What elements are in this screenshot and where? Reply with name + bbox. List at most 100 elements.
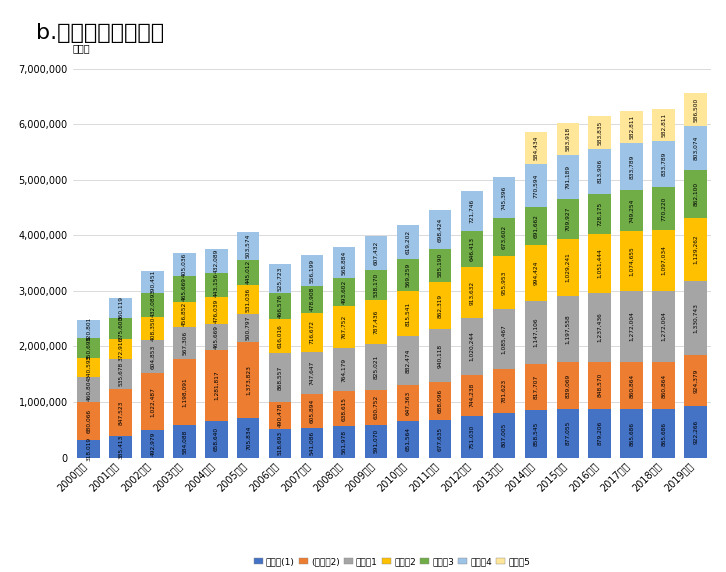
Text: 1,330,743: 1,330,743 xyxy=(693,303,698,333)
Bar xyxy=(525,164,547,207)
Text: 691,662: 691,662 xyxy=(534,214,538,238)
Bar xyxy=(653,291,674,362)
Bar xyxy=(461,318,483,375)
Bar xyxy=(78,376,99,402)
Text: 860,864: 860,864 xyxy=(661,374,666,398)
Text: 405,036: 405,036 xyxy=(182,252,187,277)
Bar xyxy=(621,291,643,362)
Text: 1,129,262: 1,129,262 xyxy=(693,235,698,264)
Text: 1,085,467: 1,085,467 xyxy=(502,324,506,354)
Bar xyxy=(365,236,387,270)
Bar xyxy=(237,342,259,418)
Bar xyxy=(237,314,259,342)
Text: 445,012: 445,012 xyxy=(246,260,250,284)
Text: 879,206: 879,206 xyxy=(597,421,602,445)
Bar xyxy=(589,194,611,235)
Bar xyxy=(525,364,547,410)
Bar xyxy=(493,256,515,309)
Bar xyxy=(429,281,451,329)
Text: 490,478: 490,478 xyxy=(278,403,282,427)
Text: 583,835: 583,835 xyxy=(597,120,602,145)
Bar xyxy=(174,425,195,458)
Bar xyxy=(653,109,674,141)
Text: 807,005: 807,005 xyxy=(502,423,506,447)
Text: 862,319: 862,319 xyxy=(438,293,442,317)
Bar xyxy=(365,390,387,425)
Text: 460,804: 460,804 xyxy=(86,377,91,402)
Bar xyxy=(493,219,515,256)
Text: 865,686: 865,686 xyxy=(629,422,634,446)
Bar xyxy=(142,317,163,340)
Bar xyxy=(621,144,643,190)
Bar xyxy=(269,402,291,429)
Bar xyxy=(557,239,579,296)
Text: 541,086: 541,086 xyxy=(310,431,314,455)
Text: 1,373,823: 1,373,823 xyxy=(246,366,250,395)
Bar xyxy=(589,149,611,194)
Bar xyxy=(685,281,706,355)
Text: 556,199: 556,199 xyxy=(310,259,314,283)
Text: 1,237,436: 1,237,436 xyxy=(597,312,602,342)
Bar xyxy=(237,285,259,314)
Text: 751,030: 751,030 xyxy=(470,424,474,449)
Text: 673,602: 673,602 xyxy=(502,225,506,249)
Bar xyxy=(174,327,195,359)
Text: 940,118: 940,118 xyxy=(438,344,442,368)
Text: 538,170: 538,170 xyxy=(374,273,378,297)
Text: 716,672: 716,672 xyxy=(310,320,314,344)
Bar xyxy=(685,406,706,458)
Bar xyxy=(525,132,547,164)
Bar xyxy=(205,324,227,349)
Bar xyxy=(653,230,674,291)
Bar xyxy=(333,391,355,426)
Text: 813,906: 813,906 xyxy=(597,159,602,184)
Bar xyxy=(525,245,547,301)
Text: 817,707: 817,707 xyxy=(534,375,538,399)
Bar xyxy=(110,389,131,436)
Text: 847,523: 847,523 xyxy=(118,400,123,425)
Text: b.　第１号被保険者: b. 第１号被保険者 xyxy=(36,23,164,43)
Bar xyxy=(429,249,451,281)
Text: 833,789: 833,789 xyxy=(629,154,634,178)
Text: 478,908: 478,908 xyxy=(310,287,314,311)
Text: 582,811: 582,811 xyxy=(661,113,666,137)
Text: 646,413: 646,413 xyxy=(470,237,474,261)
Bar xyxy=(142,430,163,458)
Bar xyxy=(205,273,227,297)
Bar xyxy=(557,409,579,458)
Text: 860,864: 860,864 xyxy=(629,374,634,398)
Text: 677,635: 677,635 xyxy=(438,427,442,451)
Bar xyxy=(110,317,131,339)
Bar xyxy=(301,394,323,427)
Text: 340,593: 340,593 xyxy=(86,355,91,379)
Bar xyxy=(333,306,355,348)
Bar xyxy=(78,440,99,458)
Text: 745,396: 745,396 xyxy=(502,186,506,210)
Text: 525,723: 525,723 xyxy=(278,267,282,291)
Bar xyxy=(110,359,131,389)
Text: 825,021: 825,021 xyxy=(374,355,378,379)
Text: 465,669: 465,669 xyxy=(182,277,187,301)
Bar xyxy=(429,382,451,420)
Bar xyxy=(174,253,195,276)
Text: 375,600: 375,600 xyxy=(118,316,123,340)
Text: （人）: （人） xyxy=(73,43,90,53)
Bar xyxy=(205,297,227,324)
Bar xyxy=(461,267,483,318)
Text: 764,179: 764,179 xyxy=(342,358,346,382)
Text: 320,801: 320,801 xyxy=(86,317,91,341)
Bar xyxy=(653,410,674,458)
Text: 781,623: 781,623 xyxy=(502,379,506,403)
Bar xyxy=(589,409,611,458)
Bar xyxy=(269,319,291,353)
Bar xyxy=(110,436,131,458)
Bar xyxy=(621,190,643,231)
Text: 518,693: 518,693 xyxy=(278,431,282,455)
Text: 1,198,091: 1,198,091 xyxy=(182,377,187,407)
Text: 1,097,034: 1,097,034 xyxy=(661,245,666,276)
Bar xyxy=(557,155,579,199)
Text: 531,036: 531,036 xyxy=(246,287,250,312)
Bar xyxy=(142,340,163,374)
Text: 868,557: 868,557 xyxy=(278,366,282,390)
Bar xyxy=(365,300,387,344)
